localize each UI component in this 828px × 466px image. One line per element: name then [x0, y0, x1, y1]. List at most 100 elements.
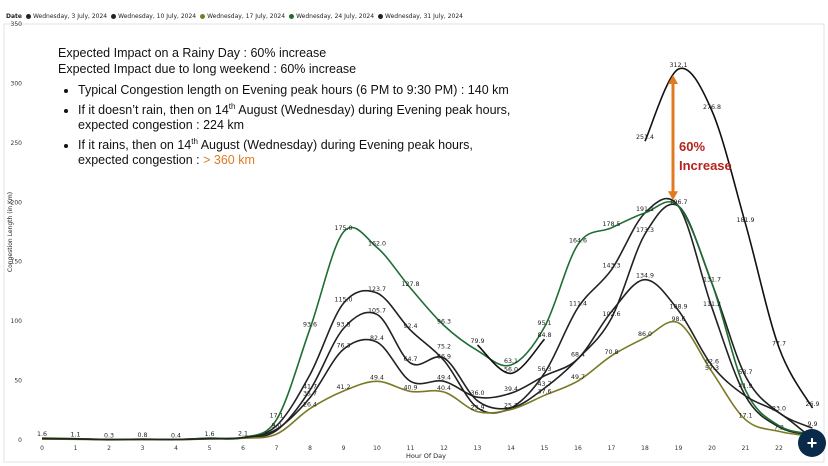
data-label: 75.2: [437, 344, 451, 351]
data-label: 63.1: [504, 358, 518, 365]
x-tick-label: 16: [574, 445, 582, 452]
series-line-0: [41, 197, 813, 441]
note-weekend-impact: Expected Impact due to long weekend : 60…: [58, 61, 357, 76]
legend-item[interactable]: Wednesday, 17 July, 2024: [200, 13, 285, 20]
data-label: 105.7: [368, 307, 386, 314]
x-tick-label: 7: [275, 445, 279, 452]
data-label: 49.7: [571, 374, 585, 381]
data-label: 26.9: [805, 401, 819, 408]
legend-label: Wednesday, 10 July, 2024: [118, 12, 197, 20]
data-label: 76.3: [336, 342, 350, 349]
data-label: 2.1: [238, 431, 248, 438]
legend-dot-icon: [289, 13, 295, 19]
data-label: 92.4: [403, 323, 417, 330]
series-line-5: [644, 67, 814, 409]
data-label: 40.9: [403, 384, 417, 391]
note-text: August (Wednesday) during Evening peak h…: [78, 137, 473, 168]
legend-item[interactable]: Wednesday, 31 July, 2024: [378, 13, 463, 20]
add-icon[interactable]: +: [798, 429, 826, 457]
data-label: 77.7: [772, 341, 786, 348]
x-axis-title: Hour Of Day: [406, 452, 446, 460]
legend-dot-icon: [200, 13, 206, 19]
data-label: 131.7: [703, 276, 721, 283]
data-label: 93.6: [303, 322, 317, 329]
data-label: 25.7: [504, 402, 518, 409]
note-text: If it rains, then on 14: [78, 137, 192, 152]
x-tick-label: 19: [675, 445, 683, 452]
data-label: 1.6: [204, 431, 214, 438]
note-sup: th: [228, 101, 236, 111]
data-label: 0.3: [104, 433, 114, 440]
data-label: 39.4: [504, 386, 518, 393]
data-label: 56.0: [504, 366, 518, 373]
data-label: 66.9: [437, 353, 451, 360]
data-label: 53.7: [738, 369, 752, 376]
data-label: 79.9: [470, 338, 484, 345]
y-tick-label: 350: [11, 21, 23, 28]
data-label: 175.0: [334, 225, 352, 232]
data-label: 7.2: [774, 424, 784, 431]
data-label: 115.0: [334, 296, 352, 303]
data-label: 17.1: [269, 413, 283, 420]
x-tick-label: 4: [174, 445, 178, 452]
data-label: 111.2: [703, 301, 721, 308]
data-label: 9.0: [271, 422, 281, 429]
legend-item[interactable]: Wednesday, 10 July, 2024: [111, 13, 196, 20]
note-text: If it doesn’t rain, then on 14: [78, 102, 229, 117]
arrow-down-icon: [668, 191, 678, 201]
x-tick-label: 6: [241, 445, 245, 452]
data-label: 40.4: [437, 385, 451, 392]
data-label: 108.9: [669, 304, 687, 311]
data-label: 123.7: [368, 286, 386, 293]
notes-panel: Expected Impact on a Rainy Day : 60% inc…: [58, 46, 518, 169]
data-label: 95.1: [537, 320, 551, 327]
note-typical-congestion: Typical Congestion length on Evening pea…: [78, 83, 518, 99]
data-label: 251.4: [636, 134, 654, 141]
arrow-up-icon: [668, 75, 678, 85]
data-label: 9.9: [807, 421, 817, 428]
x-tick-label: 12: [440, 445, 448, 452]
x-tick-label: 11: [407, 445, 415, 452]
x-tick-label: 0: [40, 445, 44, 452]
x-tick-label: 20: [708, 445, 716, 452]
data-label: 35.7: [303, 391, 317, 398]
note-highlight: > 360 km: [203, 153, 255, 168]
data-label: 276.8: [703, 104, 721, 111]
x-tick-label: 21: [742, 445, 750, 452]
legend-item[interactable]: Wednesday, 24 July, 2024: [289, 13, 374, 20]
series-line-2: [41, 320, 813, 441]
data-label: 143.3: [602, 263, 620, 270]
note-text: Typical Congestion length on Evening pea…: [78, 83, 509, 97]
increase-label: Increase: [679, 158, 732, 173]
data-label: 68.4: [571, 352, 585, 359]
increase-percent: 60%: [679, 139, 706, 154]
notes-list: Typical Congestion length on Evening pea…: [58, 83, 518, 169]
data-label: 1.1: [70, 432, 80, 439]
data-label: 41.2: [336, 384, 350, 391]
data-label: 84.8: [537, 332, 551, 339]
x-tick-label: 22: [775, 445, 783, 452]
note-sup: th: [191, 136, 198, 146]
y-axis-title: Congestion Length (in Km): [7, 192, 14, 272]
y-tick-label: 100: [11, 318, 23, 325]
data-label: 62.6: [705, 359, 719, 366]
legend-item[interactable]: Wednesday, 3 July, 2024: [25, 13, 107, 20]
legend-label: Wednesday, 17 July, 2024: [207, 12, 286, 20]
x-tick-label: 10: [373, 445, 381, 452]
x-tick-label: 3: [141, 445, 145, 452]
x-tick-label: 18: [641, 445, 649, 452]
data-label: 17.1: [738, 413, 752, 420]
data-label: 191.1: [636, 206, 654, 213]
data-label: 312.1: [669, 62, 687, 69]
series-line-1: [41, 203, 813, 441]
data-label: 96.3: [437, 319, 451, 326]
y-tick-label: 50: [14, 378, 22, 385]
data-label: 1.6: [37, 431, 47, 438]
x-tick-label: 17: [608, 445, 616, 452]
series-line-5: [476, 338, 546, 375]
data-label: 64.7: [403, 356, 417, 363]
series-line-3: [41, 200, 813, 441]
legend-title: Date: [6, 12, 22, 20]
x-tick-label: 15: [541, 445, 549, 452]
data-label: 178.5: [602, 221, 620, 228]
